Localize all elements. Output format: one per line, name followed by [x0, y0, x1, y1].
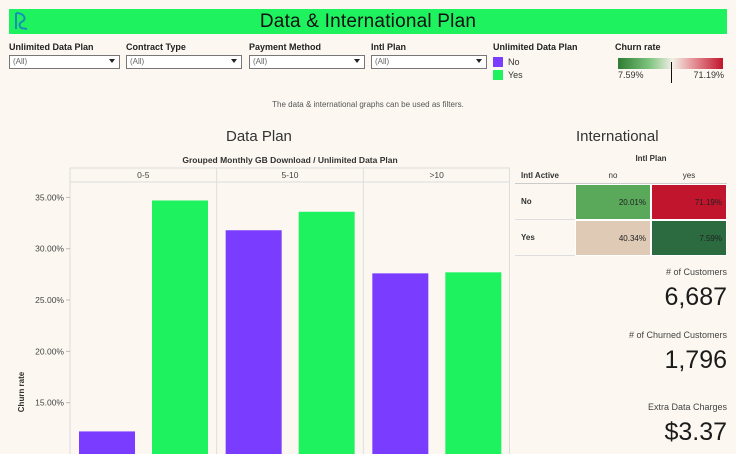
filter-label: Unlimited Data Plan	[9, 42, 94, 52]
filter-note: The data & international graphs can be u…	[272, 100, 464, 109]
churn-max: 71.19%	[693, 70, 724, 80]
page-title: Data & International Plan	[259, 10, 477, 32]
heatmap-header-row: Intl Active no yes	[515, 168, 727, 184]
legend-swatch	[493, 70, 503, 80]
filter-label: Intl Plan	[371, 42, 407, 52]
kpi-churned-customers: # of Churned Customers 1,796	[515, 330, 727, 375]
churn-min: 7.59%	[618, 70, 644, 80]
dropdown-value: (All)	[375, 57, 390, 66]
data-plan-title: Data Plan	[226, 128, 292, 145]
row-label: Yes	[515, 220, 575, 256]
churn-marker	[671, 62, 672, 83]
chevron-down-icon	[231, 59, 237, 63]
row-label: No	[515, 184, 575, 220]
churn-gradient-bar	[618, 58, 723, 69]
filter-payment-method: Payment Method (All)	[249, 42, 365, 69]
kpi-customers: # of Customers 6,687	[515, 267, 727, 312]
bar[interactable]	[445, 272, 502, 454]
column-header-yes: yes	[682, 171, 696, 180]
y-tick-label: 20.00%	[35, 346, 64, 356]
kpi-value: $3.37	[664, 418, 727, 446]
heatmap-row-yes: Yes 40.34% 7.59%	[515, 220, 727, 256]
filter-label: Payment Method	[249, 42, 322, 52]
unlimited-data-plan-dropdown[interactable]: (All)	[9, 55, 120, 69]
legend-item-no[interactable]: No	[493, 57, 578, 67]
churn-range: 7.59% 71.19%	[615, 70, 727, 80]
dropdown-value: (All)	[13, 57, 28, 66]
heatmap-cell[interactable]: 7.59%	[651, 220, 727, 256]
legend-item-yes[interactable]: Yes	[493, 70, 578, 80]
unlimited-data-plan-legend: Unlimited Data Plan No Yes	[493, 42, 578, 80]
kpi-extra-data-charges: Extra Data Charges $3.37	[515, 402, 727, 447]
category-label: 0-5	[137, 170, 150, 180]
kpi-label: Extra Data Charges	[647, 402, 727, 412]
chevron-down-icon	[476, 59, 482, 63]
y-tick-label: 35.00%	[35, 192, 64, 202]
kpi-value: 1,796	[664, 346, 727, 374]
y-tick-label: 30.00%	[35, 244, 64, 254]
legend-label: Yes	[508, 70, 523, 80]
column-header-no: no	[608, 171, 618, 180]
bar[interactable]	[152, 200, 208, 454]
intl-plan-dropdown[interactable]: (All)	[371, 55, 487, 69]
data-curve-logo-icon	[15, 12, 28, 30]
payment-method-dropdown[interactable]: (All)	[249, 55, 365, 69]
y-tick-label: 25.00%	[35, 295, 64, 305]
legend-swatch	[493, 57, 503, 67]
churn-rate-legend: Churn rate 7.59% 71.19%	[615, 42, 727, 80]
category-label: >10	[429, 170, 444, 180]
bar[interactable]	[372, 273, 429, 454]
y-axis-label: Churn rate	[17, 371, 26, 412]
dashboard-header: Data & International Plan	[9, 9, 727, 34]
legend-title: Churn rate	[615, 42, 661, 52]
heatmap-cell[interactable]: 40.34%	[575, 220, 651, 256]
legend-title: Unlimited Data Plan	[493, 42, 578, 52]
bar[interactable]	[225, 230, 282, 454]
heatmap-cell[interactable]: 20.01%	[575, 184, 651, 220]
contract-type-dropdown[interactable]: (All)	[126, 55, 242, 69]
bar[interactable]	[298, 211, 355, 454]
kpi-value: 6,687	[664, 283, 727, 311]
intl-active-header: Intl Active	[521, 171, 559, 180]
filter-intl-plan: Intl Plan (All)	[371, 42, 487, 69]
international-heatmap: Intl Active no yes No 20.01% 71.19% Yes …	[515, 168, 727, 256]
chart-title: Grouped Monthly GB Download / Unlimited …	[182, 155, 397, 165]
y-tick-label: 15.00%	[35, 398, 64, 408]
international-title: International	[576, 128, 659, 145]
heatmap-cell[interactable]: 71.19%	[651, 184, 727, 220]
dropdown-value: (All)	[130, 57, 145, 66]
chevron-down-icon	[354, 59, 360, 63]
legend-label: No	[508, 57, 520, 67]
filter-unlimited-data-plan: Unlimited Data Plan (All)	[9, 42, 120, 69]
intl-plan-header: Intl Plan	[635, 154, 667, 163]
chevron-down-icon	[109, 59, 115, 63]
kpi-label: # of Churned Customers	[628, 330, 727, 340]
heatmap-row-no: No 20.01% 71.19%	[515, 184, 727, 220]
filter-label: Contract Type	[126, 42, 186, 52]
filter-contract-type: Contract Type (All)	[126, 42, 242, 69]
data-plan-bar-chart[interactable]: Grouped Monthly GB Download / Unlimited …	[0, 152, 510, 454]
dropdown-value: (All)	[253, 57, 268, 66]
kpi-label: # of Customers	[665, 267, 727, 277]
bar[interactable]	[79, 431, 135, 454]
category-label: 5-10	[281, 170, 298, 180]
